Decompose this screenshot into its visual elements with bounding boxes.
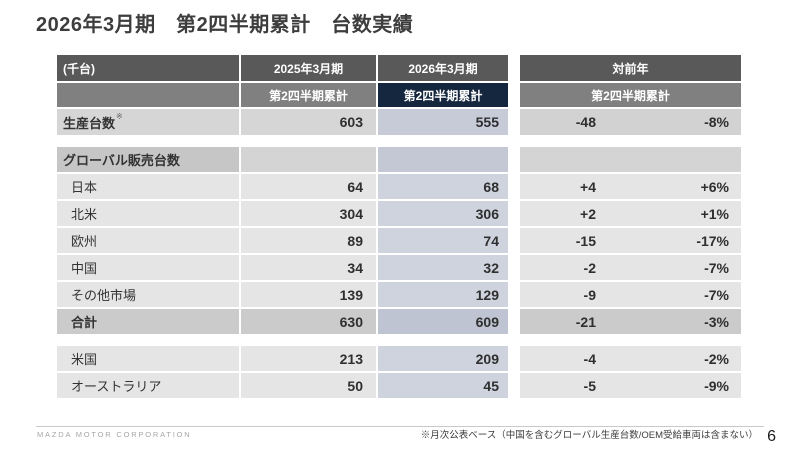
yoy-pct: -3% [704, 313, 729, 330]
yoy-cell: -9 -7% [520, 282, 741, 307]
row-label: 北米 [57, 201, 239, 226]
value-2025: 89 [241, 228, 376, 253]
value-2025: 34 [241, 255, 376, 280]
table-row-north-america: 北米 304 306 +2 +1% [57, 201, 741, 226]
yoy-diff: -21 [575, 313, 596, 330]
value-2026: 45 [378, 373, 508, 398]
header-period-2026: 第2四半期累計 [378, 83, 508, 107]
yoy-diff: -48 [575, 114, 596, 130]
row-label: 生産台数 ※ [57, 109, 239, 135]
yoy-cell: -15 -17% [520, 228, 741, 253]
company-logo-text: MAZDA MOTOR CORPORATION [37, 430, 192, 439]
header-fy2026: 2026年3月期 [378, 55, 508, 81]
row-label: その他市場 [57, 282, 239, 307]
units-table: (千台) 2025年3月期 2026年3月期 対前年 第2四半期累計 第2四半期… [57, 55, 741, 400]
yoy-cell: -4 -2% [520, 346, 741, 371]
value-2026 [378, 147, 508, 172]
value-2025: 64 [241, 174, 376, 199]
table-header-row-fiscal-year: (千台) 2025年3月期 2026年3月期 対前年 [57, 55, 741, 81]
row-label: オーストラリア [57, 373, 239, 398]
value-2025: 603 [241, 109, 376, 135]
yoy-cell: -5 -9% [520, 373, 741, 398]
yoy-pct: -7% [704, 286, 729, 303]
yoy-diff: -2 [583, 259, 596, 276]
header-unit-label: (千台) [57, 55, 239, 81]
header-empty-cell [57, 83, 239, 107]
table-row-australia: オーストラリア 50 45 -5 -9% [57, 373, 741, 398]
yoy-pct: -2% [704, 350, 729, 367]
row-label: 欧州 [57, 228, 239, 253]
row-label: 合計 [57, 309, 239, 334]
table-row-japan: 日本 64 68 +4 +6% [57, 174, 741, 199]
table-row-europe: 欧州 89 74 -15 -17% [57, 228, 741, 253]
footer-divider [36, 426, 764, 427]
value-2025: 139 [241, 282, 376, 307]
yoy-cell [520, 147, 741, 172]
row-label: 米国 [57, 346, 239, 371]
yoy-diff: -15 [575, 232, 596, 249]
page-number: 6 [767, 428, 776, 445]
table-row-total: 合計 630 609 -21 -3% [57, 309, 741, 334]
value-2026: 74 [378, 228, 508, 253]
yoy-diff: +2 [580, 205, 596, 222]
yoy-pct: -9% [704, 377, 729, 394]
value-2025: 630 [241, 309, 376, 334]
yoy-pct: -17% [696, 232, 729, 249]
header-period-2025: 第2四半期累計 [241, 83, 376, 107]
header-yoy: 対前年 [520, 55, 741, 81]
yoy-cell: -2 -7% [520, 255, 741, 280]
yoy-pct: -8% [704, 114, 729, 130]
yoy-diff: +4 [580, 178, 596, 195]
yoy-cell: +4 +6% [520, 174, 741, 199]
yoy-cell: -21 -3% [520, 309, 741, 334]
header-fy2025: 2025年3月期 [241, 55, 376, 81]
value-2026: 32 [378, 255, 508, 280]
footnote-marker: ※ [116, 112, 123, 121]
value-2025: 304 [241, 201, 376, 226]
table-header-row-period: 第2四半期累計 第2四半期累計 第2四半期累計 [57, 83, 741, 107]
row-label: 日本 [57, 174, 239, 199]
yoy-cell: -48 -8% [520, 109, 741, 135]
yoy-diff: -9 [583, 286, 596, 303]
row-label: グローバル販売台数 [57, 147, 239, 172]
value-2025 [241, 147, 376, 172]
yoy-diff: -4 [583, 350, 596, 367]
value-2026: 609 [378, 309, 508, 334]
table-row-production: 生産台数 ※ 603 555 -48 -8% [57, 109, 741, 135]
footnote-text: ※月次公表ベース（中国を含むグローバル生産台数/OEM受給車両は含まない） [420, 430, 758, 441]
value-2026: 68 [378, 174, 508, 199]
value-2025: 213 [241, 346, 376, 371]
table-row-other-markets: その他市場 139 129 -9 -7% [57, 282, 741, 307]
value-2026: 209 [378, 346, 508, 371]
table-row-china: 中国 34 32 -2 -7% [57, 255, 741, 280]
value-2026: 129 [378, 282, 508, 307]
yoy-pct: -7% [704, 259, 729, 276]
header-period-yoy: 第2四半期累計 [520, 83, 741, 107]
yoy-cell: +2 +1% [520, 201, 741, 226]
row-label-text: 生産台数 [63, 115, 116, 131]
yoy-diff: -5 [583, 377, 596, 394]
value-2026: 306 [378, 201, 508, 226]
section-gap [57, 336, 741, 346]
yoy-pct: +6% [700, 178, 729, 195]
row-label: 中国 [57, 255, 239, 280]
page-title: 2026年3月期 第2四半期累計 台数実績 [36, 14, 414, 36]
section-gap [57, 137, 741, 147]
table-row-usa: 米国 213 209 -4 -2% [57, 346, 741, 371]
value-2025: 50 [241, 373, 376, 398]
table-row-global-sales-header: グローバル販売台数 [57, 147, 741, 172]
value-2026: 555 [378, 109, 508, 135]
yoy-pct: +1% [700, 205, 729, 222]
